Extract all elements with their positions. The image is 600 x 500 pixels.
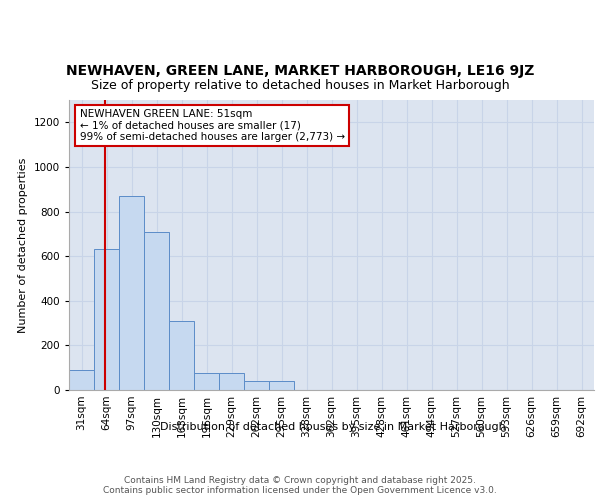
Text: NEWHAVEN, GREEN LANE, MARKET HARBOROUGH, LE16 9JZ: NEWHAVEN, GREEN LANE, MARKET HARBOROUGH,…: [66, 64, 534, 78]
Bar: [69, 370, 94, 390]
Text: Distribution of detached houses by size in Market Harborough: Distribution of detached houses by size …: [160, 422, 506, 432]
Bar: [219, 374, 244, 390]
Bar: [269, 381, 294, 390]
Bar: [144, 232, 169, 390]
Text: Contains HM Land Registry data © Crown copyright and database right 2025.
Contai: Contains HM Land Registry data © Crown c…: [103, 476, 497, 495]
Bar: [119, 196, 144, 390]
Bar: [244, 381, 269, 390]
Text: Size of property relative to detached houses in Market Harborough: Size of property relative to detached ho…: [91, 80, 509, 92]
Text: NEWHAVEN GREEN LANE: 51sqm
← 1% of detached houses are smaller (17)
99% of semi-: NEWHAVEN GREEN LANE: 51sqm ← 1% of detac…: [79, 108, 344, 142]
Bar: [94, 250, 119, 390]
Bar: [194, 374, 219, 390]
Bar: [169, 321, 194, 390]
Y-axis label: Number of detached properties: Number of detached properties: [18, 158, 28, 332]
